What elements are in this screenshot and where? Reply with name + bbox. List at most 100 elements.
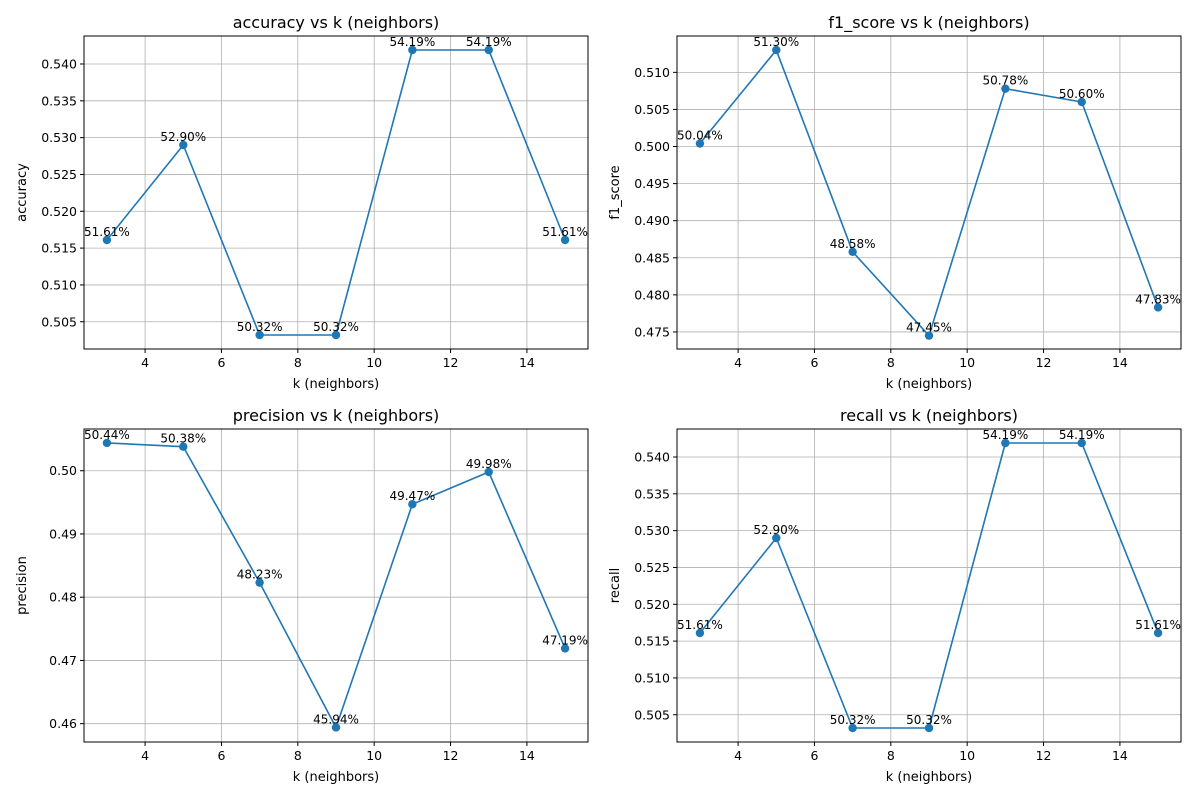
data-label: 50.32% xyxy=(830,713,876,727)
data-label: 52.90% xyxy=(160,130,206,144)
y-tick-label: 0.510 xyxy=(41,277,77,292)
data-label: 48.58% xyxy=(830,237,876,251)
y-tick-label: 0.510 xyxy=(634,65,670,80)
chart-title: recall vs k (neighbors) xyxy=(840,406,1018,425)
series-line xyxy=(699,442,1159,729)
data-point xyxy=(1001,438,1010,448)
data-point xyxy=(695,139,705,148)
data-label: 47.83% xyxy=(1135,292,1181,306)
axes-frame xyxy=(676,428,1182,743)
subplot-4: 4 6 8 10 12 14 0.505 0.510 0.515 0.520 0.525 0.530 0… xyxy=(608,406,1182,785)
data-label: 54.19% xyxy=(982,428,1028,442)
data-label: 51.30% xyxy=(753,35,799,49)
data-point xyxy=(772,533,781,543)
x-tick-label: 14 xyxy=(519,748,535,763)
x-tick-label: 4 xyxy=(734,355,742,370)
y-tick-label: 0.510 xyxy=(634,670,670,685)
y-tick-label: 0.525 xyxy=(634,560,670,575)
x-tick-label: 6 xyxy=(810,748,818,763)
y-tick-label: 0.47 xyxy=(49,653,77,668)
data-label: 51.61% xyxy=(84,225,130,239)
y-tick-label: 0.540 xyxy=(41,56,77,71)
data-point xyxy=(331,330,341,340)
x-tick-label: 10 xyxy=(959,355,975,370)
y-tick-label: 0.46 xyxy=(49,716,77,731)
data-label: 52.90% xyxy=(753,523,799,537)
y-tick-label: 0.520 xyxy=(634,597,670,612)
x-tick-label: 6 xyxy=(810,355,818,370)
x-tick-label: 10 xyxy=(366,355,382,370)
data-point xyxy=(848,723,857,733)
data-label: 50.44% xyxy=(84,428,130,442)
data-point xyxy=(102,438,112,448)
data-label: 54.19% xyxy=(1059,428,1105,442)
y-tick-label: 0.500 xyxy=(634,139,670,154)
data-point xyxy=(179,140,188,150)
y-tick-label: 0.505 xyxy=(41,314,77,329)
data-label: 50.32% xyxy=(313,320,359,334)
data-label: 50.04% xyxy=(677,129,723,143)
data-label: 51.61% xyxy=(677,618,723,632)
x-tick-label: 12 xyxy=(1036,355,1052,370)
y-tick-label: 0.515 xyxy=(41,241,77,256)
data-label: 45.94% xyxy=(313,712,359,726)
x-tick-label: 12 xyxy=(443,748,459,763)
data-label: 50.32% xyxy=(237,320,283,334)
series-line xyxy=(106,442,566,729)
data-label: 50.32% xyxy=(906,713,952,727)
subplot-2: 4 6 8 10 12 14 0.475 0.480 0.485 0.490 0.495 0.500 0… xyxy=(608,13,1182,392)
axes-frame xyxy=(676,35,1182,350)
x-tick-label: 4 xyxy=(141,748,149,763)
y-tick-label: 0.50 xyxy=(49,463,77,478)
x-tick-label: 6 xyxy=(217,355,225,370)
y-tick-label: 0.490 xyxy=(634,213,670,228)
x-tick-label: 8 xyxy=(887,355,895,370)
data-label: 47.45% xyxy=(906,321,952,335)
data-point xyxy=(560,235,570,245)
chart-title: accuracy vs k (neighbors) xyxy=(233,13,440,32)
x-tick-label: 14 xyxy=(519,355,535,370)
x-tick-label: 10 xyxy=(959,748,975,763)
x-axis-label: k (neighbors) xyxy=(293,377,379,392)
x-tick-label: 4 xyxy=(141,355,149,370)
data-point xyxy=(179,442,188,451)
data-label: 54.19% xyxy=(389,35,435,49)
y-tick-label: 0.48 xyxy=(49,590,77,605)
y-axis-label: recall xyxy=(608,568,623,603)
subplot-1: 4 6 8 10 12 14 0.505 0.510 0.515 0.520 0.525 0.530 0… xyxy=(15,13,589,392)
y-tick-label: 0.475 xyxy=(634,324,670,339)
x-tick-label: 12 xyxy=(1036,748,1052,763)
y-tick-label: 0.525 xyxy=(41,167,77,182)
y-tick-label: 0.535 xyxy=(41,93,77,108)
x-tick-label: 14 xyxy=(1112,355,1128,370)
y-tick-label: 0.505 xyxy=(634,707,670,722)
data-point xyxy=(1077,438,1086,448)
data-point xyxy=(1153,303,1163,312)
y-tick-label: 0.480 xyxy=(634,287,670,302)
y-tick-label: 0.495 xyxy=(634,176,670,191)
x-tick-label: 10 xyxy=(366,748,382,763)
data-point xyxy=(408,500,417,509)
y-tick-label: 0.540 xyxy=(634,449,670,464)
x-tick-label: 8 xyxy=(887,748,895,763)
data-label: 49.47% xyxy=(389,489,435,503)
data-point xyxy=(695,628,705,638)
data-point xyxy=(1153,628,1163,638)
data-label: 50.60% xyxy=(1059,87,1105,101)
data-point xyxy=(255,578,264,587)
axes-frame xyxy=(83,35,589,350)
x-tick-label: 6 xyxy=(217,748,225,763)
y-tick-label: 0.530 xyxy=(634,523,670,538)
y-axis-label: f1_score xyxy=(608,165,623,219)
data-label: 48.23% xyxy=(237,568,283,582)
data-label: 51.61% xyxy=(1135,618,1181,632)
x-axis-label: k (neighbors) xyxy=(886,377,972,392)
x-axis-label: k (neighbors) xyxy=(886,770,972,785)
x-tick-label: 8 xyxy=(294,748,302,763)
y-tick-label: 0.485 xyxy=(634,250,670,265)
data-point xyxy=(1001,84,1010,93)
x-tick-label: 4 xyxy=(734,748,742,763)
chart-title: precision vs k (neighbors) xyxy=(233,406,440,425)
data-label: 54.19% xyxy=(466,35,512,49)
